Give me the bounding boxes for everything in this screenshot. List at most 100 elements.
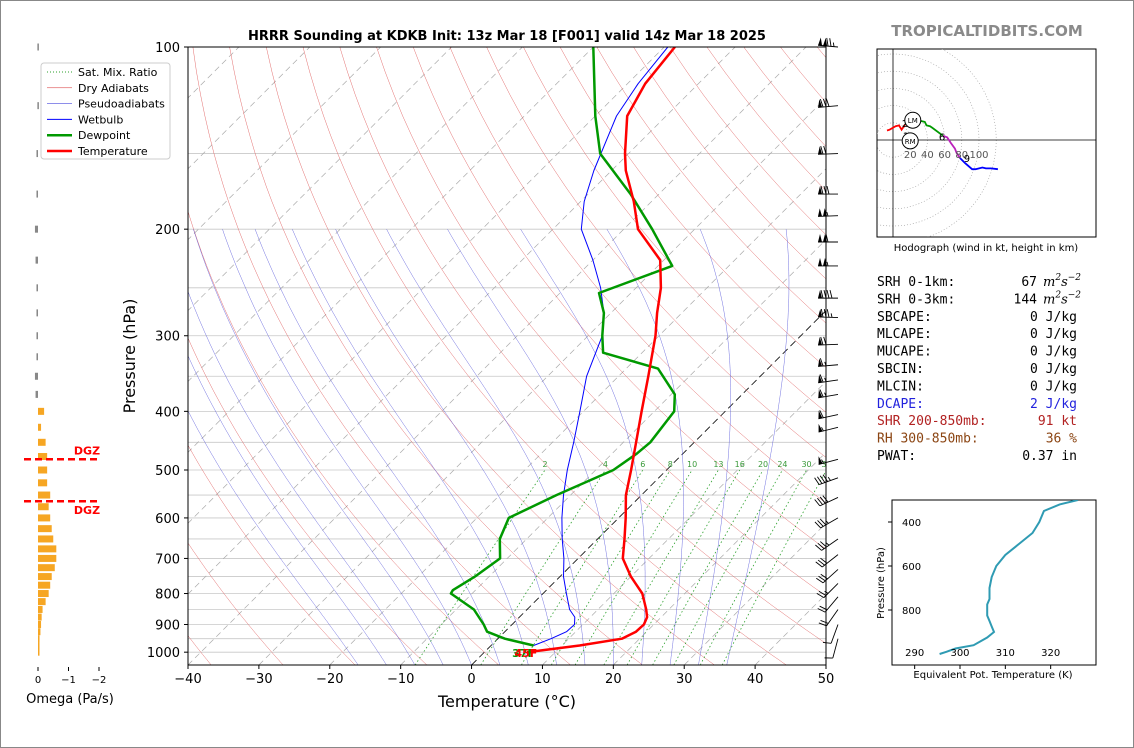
barb-staff (818, 44, 839, 48)
omega-bar (38, 635, 40, 643)
mix-ratio-label: 6 (640, 460, 645, 469)
index-label: MUCAPE: (877, 345, 932, 360)
index-label: MLCIN: (877, 379, 924, 394)
x-tick-label: −40 (174, 672, 201, 687)
wind-barb (814, 495, 839, 507)
dry-adiabat (486, 47, 826, 458)
barb-staff (822, 569, 839, 584)
dry-adiabat (188, 210, 499, 665)
barb-full (823, 145, 827, 155)
barb-half (825, 520, 829, 524)
index-label: RH 300-850mb: (877, 432, 979, 447)
mix-ratio-label: 16 (735, 460, 745, 469)
y-tick-label: 600 (155, 512, 180, 527)
mix-ratio-line (480, 469, 606, 665)
barb-flag (818, 456, 823, 465)
hodograph-caption: Hodograph (wind in kt, height in km) (894, 243, 1079, 254)
barb-half (824, 392, 827, 397)
pseudoadiabat (606, 229, 684, 665)
barb-flag (823, 257, 827, 266)
wind-barb (822, 624, 839, 644)
dry-adiabat (266, 47, 715, 665)
storm-motion-label: LM (908, 117, 918, 125)
isotherm-line (683, 522, 826, 665)
index-unit: m2s−2 (1043, 273, 1081, 290)
y-tick-label: 100 (155, 41, 180, 56)
barb-flag (818, 308, 823, 318)
omega-bar (38, 648, 40, 656)
barb-full (820, 308, 824, 318)
barb-staff (820, 517, 839, 529)
wind-barb (818, 358, 839, 367)
pseudoadiabat (222, 229, 472, 665)
pseudoadiabat (188, 290, 416, 665)
barb-flag (818, 336, 823, 346)
storm-motion-marker (904, 111, 922, 129)
omega-bar (36, 284, 38, 292)
y-tick-label: 200 (155, 223, 180, 238)
mix-ratio-label: 10 (687, 460, 697, 469)
theta-e-x-tick-label: 320 (1041, 648, 1060, 659)
index-value: 67 (1021, 275, 1037, 290)
barb-flag (818, 233, 822, 242)
barb-full (814, 521, 822, 529)
barb-full (819, 410, 824, 418)
theta-e-x-axis-label: Equivalent Pot. Temperature (K) (913, 670, 1072, 681)
dgz-label: DGZ (74, 504, 100, 517)
hodo-height-label: 9 (964, 154, 970, 165)
wind-barb (818, 257, 838, 267)
index-value: 0 J/kg (1030, 310, 1077, 325)
pseudoadiabat (335, 229, 557, 665)
pseudoadiabat (698, 229, 731, 665)
omega-bar (36, 332, 38, 340)
barb-full (815, 544, 822, 551)
barb-full (822, 495, 829, 503)
legend-label: Pseudoadiabats (78, 98, 165, 111)
x-tick-label: −30 (245, 672, 272, 687)
barb-flag (818, 37, 823, 46)
hodo-height-label: 6 (939, 133, 945, 144)
barb-staff (823, 583, 839, 598)
barb-half (826, 261, 829, 267)
omega-bar (38, 590, 49, 598)
dry-adiabat (596, 47, 826, 324)
barb-full (819, 518, 827, 526)
chart-title: HRRR Sounding at KDKB Init: 13z Mar 18 [… (248, 29, 766, 44)
omega-bar (38, 545, 57, 553)
barb-flag (818, 146, 823, 155)
barb-full (819, 475, 826, 483)
omega-bar (38, 605, 43, 613)
index-label: SBCAPE: (877, 310, 932, 325)
barb-full (823, 290, 827, 299)
dry-adiabat (376, 47, 826, 597)
wind-barb (818, 609, 839, 627)
wind-barb (817, 308, 839, 319)
barb-half (832, 42, 835, 47)
dry-adiabat (523, 47, 826, 413)
barb-full (823, 185, 827, 195)
dry-adiabat (188, 337, 428, 665)
mix-ratio-line (414, 469, 546, 665)
theta-e-axes: 290 300 310 320 400 600 800 (888, 518, 1060, 669)
legend-label: Dewpoint (78, 129, 131, 142)
barb-staff (830, 624, 839, 644)
x-tick-label: 50 (818, 672, 835, 687)
wind-barb (814, 474, 839, 486)
legend-label: Dry Adiabats (78, 82, 149, 95)
omega-bar (38, 535, 54, 543)
barb-full (826, 309, 830, 318)
barb-full (814, 477, 820, 485)
wind-barb (818, 374, 839, 384)
hodo-height-label: 2 (902, 119, 908, 130)
pseudoadiabat (193, 229, 444, 665)
x-tick-label: 40 (747, 672, 764, 687)
barb-full (815, 561, 823, 568)
barb-full (826, 290, 830, 299)
barb-half (825, 542, 830, 546)
index-value: 0 J/kg (1030, 345, 1077, 360)
wind-barb (815, 554, 839, 568)
index-value: 91 kt (1038, 414, 1077, 429)
omega-bar (37, 102, 39, 110)
omega-bar (38, 479, 48, 487)
